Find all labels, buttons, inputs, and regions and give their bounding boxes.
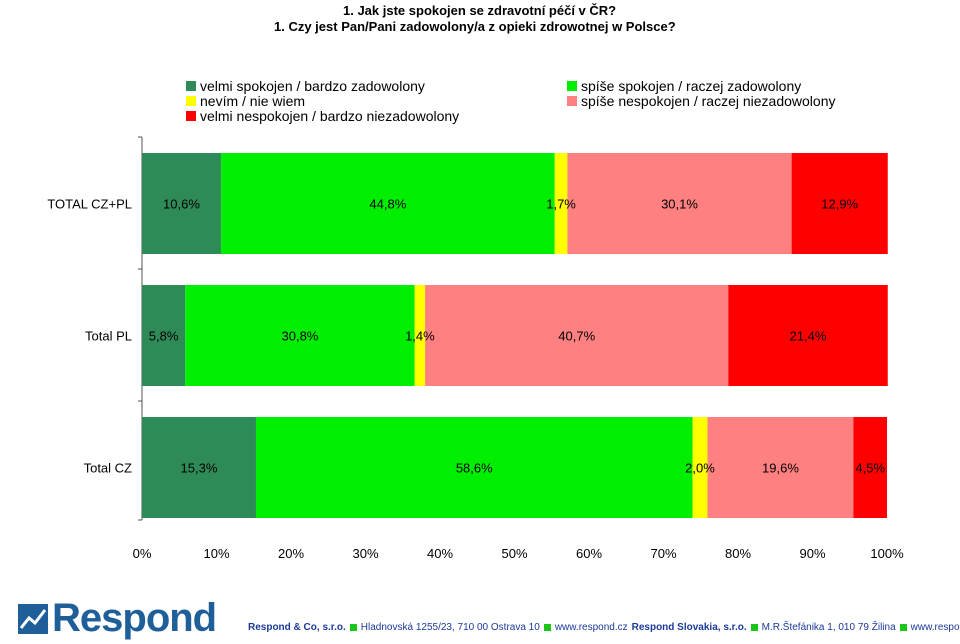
stacked-bar-chart: TOTAL CZ+PL Total PL Total CZ 10,6% 44,8% 1,7… [47,136,904,561]
data-label: 15,3% [181,461,218,476]
data-label: 58,6% [456,461,493,476]
legend-swatch [186,81,196,91]
bar-segment [142,153,221,254]
data-label: 30,8% [282,329,319,344]
category-label: Total CZ [84,461,132,476]
data-label: 1,4% [405,329,435,344]
data-label: 2,0% [685,461,715,476]
logo-text: Respond [52,596,217,640]
legend-label: spíše spokojen / raczej zadowolony [581,78,802,94]
bullet-square-icon [543,624,551,631]
category-label: Total PL [85,329,132,344]
x-tick-label: 60% [576,546,602,561]
x-tick-label: 50% [501,546,527,561]
bar-segment [414,285,426,386]
x-tick-label: 80% [725,546,751,561]
chart-title-line1: 1. Jak jste spokojen se zdravotní péčí v… [343,3,617,18]
footer-company-cz: Respond & Co, s.r.o. [248,622,346,633]
x-tick-label: 30% [352,546,378,561]
bar-segment [185,285,415,386]
data-label: 1,7% [546,197,576,212]
data-label: 44,8% [369,197,406,212]
footer-address-cz: Hladnovská 1255/23, 710 00 Ostrava 10 [360,622,540,633]
data-label: 12,9% [821,197,858,212]
bar-segment [692,417,708,518]
data-label: 40,7% [558,329,595,344]
data-label: 19,6% [762,461,799,476]
legend-item-velmi-nespokojen: velmi nespokojen / bardzo niezadowolony [186,108,459,124]
x-tick-label: 70% [650,546,676,561]
bar-segment [853,417,887,518]
data-label: 4,5% [855,461,885,476]
bar-segment [791,153,888,254]
footer-company-sk: Respond Slovakia, s.r.o. [631,622,747,633]
legend-label: nevím / nie wiem [200,93,306,109]
bar-segment [707,417,854,518]
data-label: 5,8% [149,329,179,344]
x-tick-label: 40% [427,546,453,561]
footer-web-sk[interactable]: www.respond.sk [910,622,960,633]
bar-segment [728,285,888,386]
x-tick-label: 90% [799,546,825,561]
bar-segment [567,153,792,254]
footer: Respond Respond & Co, s.r.o. Hladnovská … [0,596,960,644]
bullet-square-icon [750,624,758,631]
bar-segment [425,285,729,386]
category-label: TOTAL CZ+PL [47,197,132,212]
legend-label: velmi nespokojen / bardzo niezadowolony [200,108,460,124]
footer-address-sk: M.R.Štefánika 1, 010 79 Žilina [761,622,896,633]
legend-item-spise-spokojen: spíše spokojen / raczej zadowolony [567,78,801,94]
x-tick-label: 100% [870,546,904,561]
bar-segment [142,417,256,518]
footer-contacts: Respond & Co, s.r.o. Hladnovská 1255/23,… [248,622,960,633]
respond-logo: Respond [18,596,217,641]
bullet-square-icon [899,624,907,631]
bullet-square-icon [349,624,357,631]
data-label: 21,4% [790,329,827,344]
x-tick-label: 20% [278,546,304,561]
legend-swatch [186,96,196,106]
bar-segment [220,153,555,254]
legend-item-velmi-spokojen: velmi spokojen / bardzo zadowolony [186,78,425,94]
legend-swatch [186,111,196,121]
legend-item-nevim: nevím / nie wiem [186,93,305,109]
x-tick-label: 10% [203,546,229,561]
legend-label: spíše nespokojen / raczej niezadowolony [581,93,836,109]
legend-swatch [567,81,577,91]
x-tick-label: 0% [133,546,152,561]
legend-label: velmi spokojen / bardzo zadowolony [200,78,425,94]
logo-mark-icon [18,603,48,634]
bar-segment [554,153,568,254]
chart-title-line2: 1. Czy jest Pan/Pani zadowolony/a z opie… [274,19,676,34]
legend-item-spise-nespokojen: spíše nespokojen / raczej niezadowolony [567,93,836,109]
data-label: 30,1% [661,197,698,212]
data-label: 10,6% [163,197,200,212]
bar-segment [255,417,693,518]
bar-segment [142,285,186,386]
legend-swatch [567,96,577,106]
footer-web-cz[interactable]: www.respond.cz [554,622,628,633]
